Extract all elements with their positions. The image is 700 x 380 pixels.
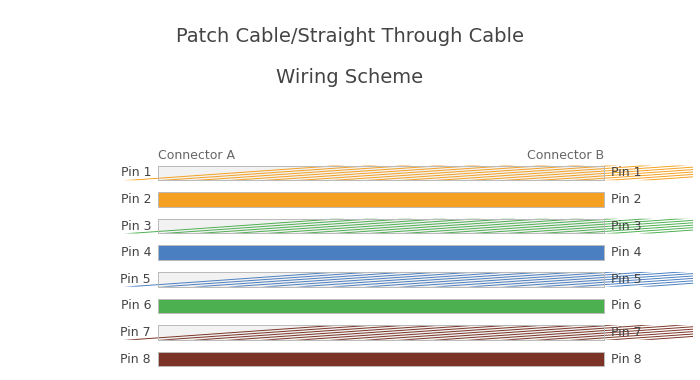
Polygon shape	[330, 325, 551, 340]
Polygon shape	[638, 325, 700, 340]
Polygon shape	[330, 272, 551, 287]
Polygon shape	[261, 272, 482, 287]
Bar	[158, 245, 604, 260]
Polygon shape	[295, 272, 517, 287]
Polygon shape	[604, 325, 700, 340]
Text: Pin 3: Pin 3	[610, 220, 641, 233]
Polygon shape	[124, 219, 345, 233]
Text: Pin 4: Pin 4	[120, 246, 151, 259]
Text: Pin 2: Pin 2	[610, 193, 641, 206]
Text: Pin 8: Pin 8	[610, 353, 641, 366]
Polygon shape	[604, 272, 700, 287]
Bar	[158, 352, 604, 366]
Text: Pin 4: Pin 4	[610, 246, 641, 259]
Polygon shape	[364, 219, 585, 233]
Polygon shape	[193, 325, 414, 340]
Polygon shape	[604, 219, 700, 233]
Polygon shape	[433, 272, 654, 287]
Polygon shape	[398, 325, 620, 340]
Bar	[158, 325, 604, 340]
Text: Pin 7: Pin 7	[610, 326, 641, 339]
Polygon shape	[193, 219, 414, 233]
Text: Connector A: Connector A	[158, 149, 235, 162]
Polygon shape	[261, 219, 482, 233]
Text: Pin 7: Pin 7	[120, 326, 151, 339]
Polygon shape	[227, 219, 448, 233]
Polygon shape	[570, 272, 700, 287]
Polygon shape	[501, 325, 700, 340]
Polygon shape	[193, 272, 414, 287]
Polygon shape	[638, 166, 700, 180]
Polygon shape	[433, 166, 654, 180]
Polygon shape	[536, 166, 700, 180]
Polygon shape	[364, 272, 585, 287]
Polygon shape	[227, 325, 448, 340]
Polygon shape	[124, 166, 345, 180]
Text: Connector B: Connector B	[526, 149, 604, 162]
Polygon shape	[433, 325, 654, 340]
Bar	[158, 325, 604, 340]
Text: Pin 6: Pin 6	[610, 299, 641, 312]
Bar	[158, 272, 604, 287]
Polygon shape	[124, 272, 345, 287]
Polygon shape	[570, 219, 700, 233]
Polygon shape	[570, 325, 700, 340]
Polygon shape	[398, 272, 620, 287]
Polygon shape	[501, 166, 700, 180]
Polygon shape	[227, 272, 448, 287]
Polygon shape	[536, 325, 700, 340]
Bar	[158, 219, 604, 233]
Polygon shape	[295, 166, 517, 180]
Polygon shape	[158, 219, 379, 233]
Bar	[158, 219, 604, 233]
Text: Patch Cable/Straight Through Cable: Patch Cable/Straight Through Cable	[176, 27, 524, 46]
Polygon shape	[158, 166, 379, 180]
Polygon shape	[501, 219, 700, 233]
Polygon shape	[467, 166, 688, 180]
Bar	[158, 272, 604, 287]
Polygon shape	[261, 325, 482, 340]
Polygon shape	[467, 219, 688, 233]
Polygon shape	[295, 325, 517, 340]
Text: Pin 3: Pin 3	[120, 220, 151, 233]
Polygon shape	[227, 166, 448, 180]
Polygon shape	[364, 325, 585, 340]
Bar	[158, 166, 604, 180]
Polygon shape	[330, 166, 551, 180]
Polygon shape	[501, 272, 700, 287]
Polygon shape	[295, 219, 517, 233]
Polygon shape	[467, 325, 688, 340]
Polygon shape	[193, 166, 414, 180]
Text: Pin 6: Pin 6	[120, 299, 151, 312]
Polygon shape	[398, 166, 620, 180]
Text: Wiring Scheme: Wiring Scheme	[276, 68, 424, 87]
Polygon shape	[570, 166, 700, 180]
Polygon shape	[536, 272, 700, 287]
Text: Pin 5: Pin 5	[610, 273, 641, 286]
Text: Pin 2: Pin 2	[120, 193, 151, 206]
Text: Pin 8: Pin 8	[120, 353, 151, 366]
Polygon shape	[124, 325, 345, 340]
Polygon shape	[433, 219, 654, 233]
Text: Pin 1: Pin 1	[120, 166, 151, 179]
Text: Pin 5: Pin 5	[120, 273, 151, 286]
Polygon shape	[604, 166, 700, 180]
Polygon shape	[158, 272, 379, 287]
Polygon shape	[467, 272, 688, 287]
Polygon shape	[536, 219, 700, 233]
Polygon shape	[330, 219, 551, 233]
Polygon shape	[364, 166, 585, 180]
Bar	[158, 192, 604, 207]
Text: Pin 1: Pin 1	[610, 166, 641, 179]
Polygon shape	[261, 166, 482, 180]
Polygon shape	[158, 325, 379, 340]
Polygon shape	[398, 219, 620, 233]
Polygon shape	[638, 272, 700, 287]
Bar	[158, 166, 604, 180]
Polygon shape	[638, 219, 700, 233]
Bar	[158, 299, 604, 313]
